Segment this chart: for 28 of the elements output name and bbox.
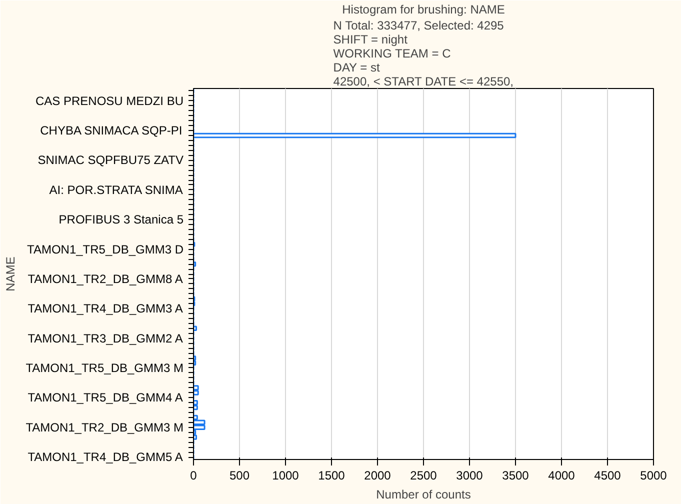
x-tick-label: 5000: [640, 468, 668, 482]
x-tick-label: 4500: [594, 468, 622, 482]
x-tick-label: 4000: [548, 468, 576, 482]
y-tick-label: SNIMAC SQPFBU75 ZATV: [38, 153, 184, 168]
y-tick-label: TAMON1_TR2_DB_GMM8 A: [28, 272, 183, 286]
chart-subtitle: N Total: 333477, Selected: 4295 SHIFT = night WORKING TEAM = C DAY = st 42500, < START DATE <= 42550,: [333, 18, 514, 88]
x-tick-label: 1000: [272, 468, 300, 482]
x-tick-label: 0: [190, 468, 198, 482]
x-tick-label: 3000: [456, 468, 484, 482]
y-tick-label: TAMON1_TR3_DB_GMM2 A: [28, 331, 183, 346]
x-tick-label: 2000: [364, 468, 392, 482]
x-axis-title: Number of counts: [376, 488, 471, 502]
y-tick-label: TAMON1_TR4_DB_GMM5 A: [28, 450, 183, 464]
y-tick-label: CHYBA SNIMACA SQP-PI: [40, 124, 182, 138]
y-tick-label: AI: POR.STRATA SNIMA: [49, 182, 183, 197]
x-tick-label: 1500: [318, 468, 346, 482]
x-tick-label: 2500: [410, 468, 438, 482]
y-axis-title: NAME: [4, 256, 18, 292]
chart-title: Histogram for brushing: NAME: [342, 2, 505, 16]
y-tick-label: TAMON1_TR5_DB_GMM4 A: [28, 390, 183, 405]
y-tick-label: TAMON1_TR5_DB_GMM3 M: [26, 360, 184, 375]
y-tick-label: CAS PRENOSU MEDZI BU: [35, 94, 184, 108]
y-tick-label: PROFIBUS 3 Stanica 5: [58, 212, 184, 227]
x-tick-label: 500: [229, 468, 250, 482]
y-tick-label: TAMON1_TR2_DB_GMM3 M: [26, 420, 184, 434]
x-tick-label: 3500: [502, 468, 530, 482]
y-tick-label: TAMON1_TR5_DB_GMM3 D: [27, 242, 184, 256]
y-tick-label: TAMON1_TR4_DB_GMM3 A: [28, 302, 183, 316]
